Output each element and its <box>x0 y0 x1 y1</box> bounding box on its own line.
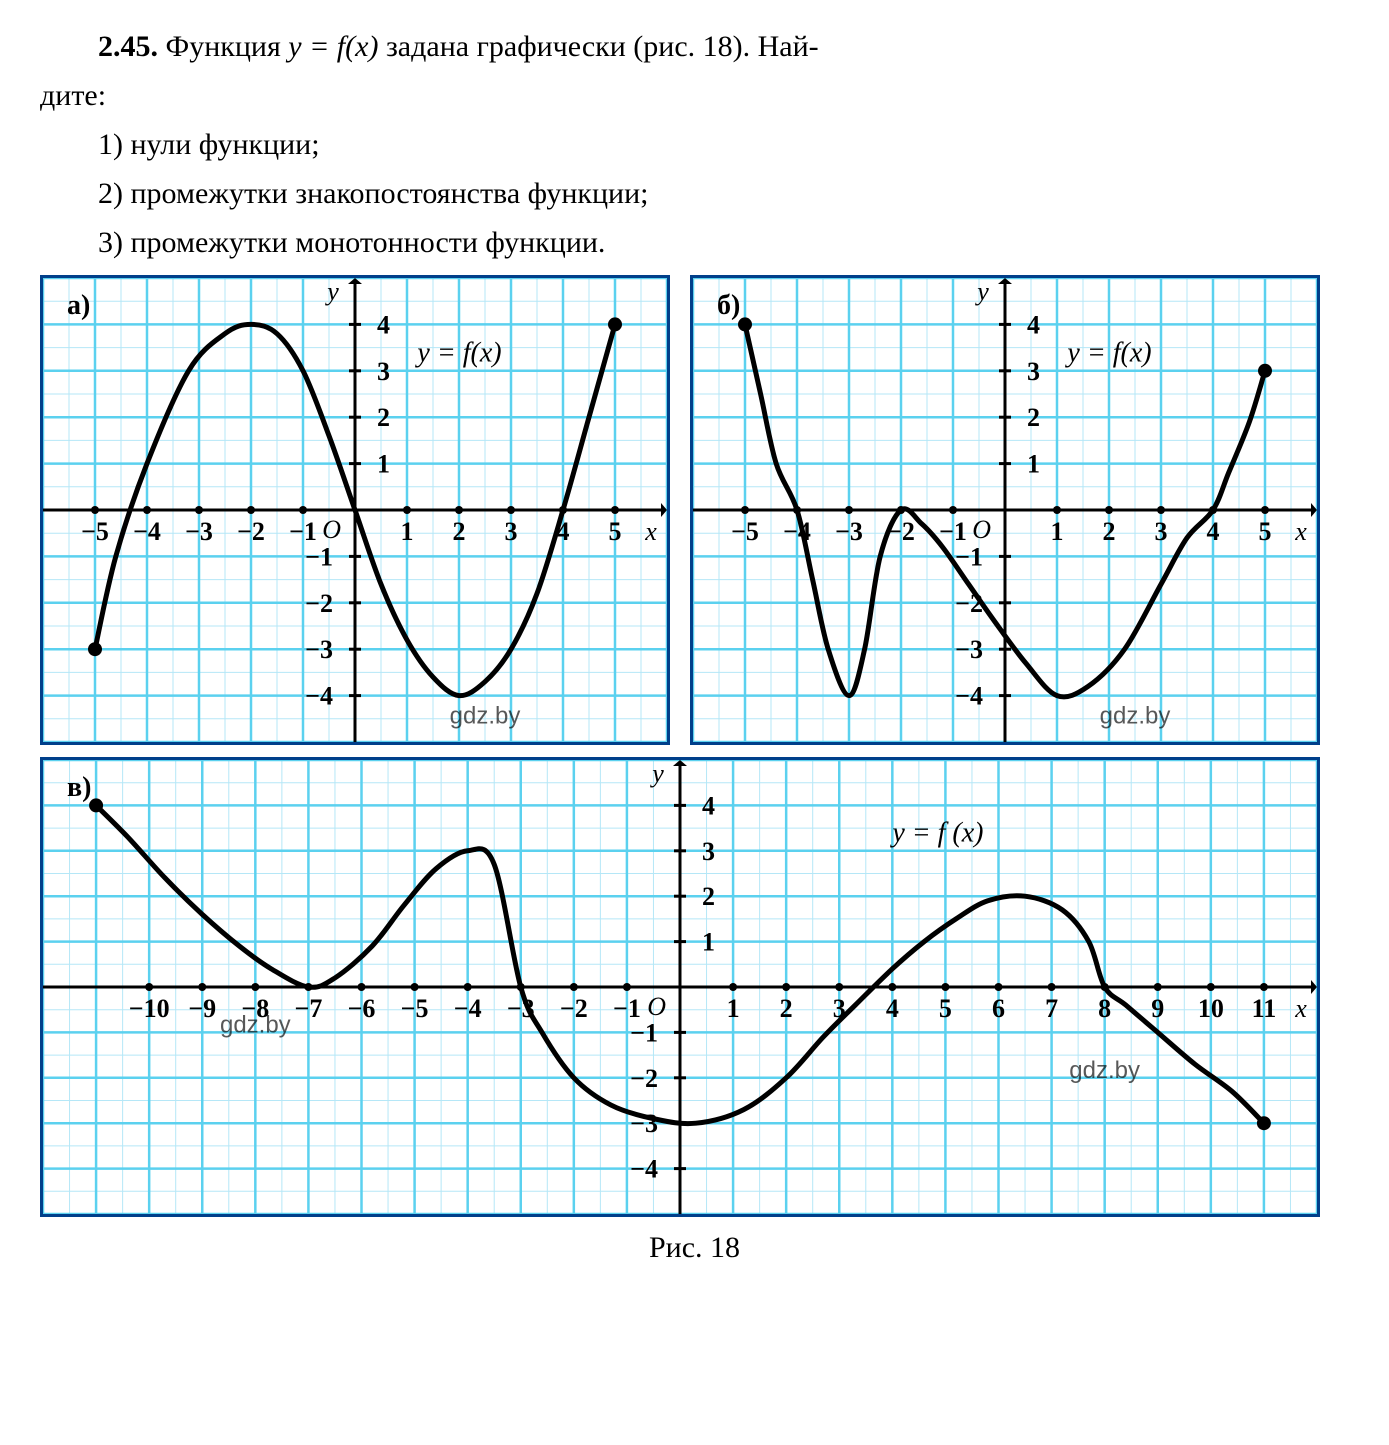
svg-text:4: 4 <box>1207 517 1220 546</box>
svg-text:2: 2 <box>780 994 793 1023</box>
svg-text:−7: −7 <box>295 994 323 1023</box>
svg-text:−5: −5 <box>401 994 429 1023</box>
svg-text:−2: −2 <box>237 517 265 546</box>
svg-text:y = f(x): y = f(x) <box>414 338 501 369</box>
svg-text:1: 1 <box>377 450 390 479</box>
svg-text:−2: −2 <box>560 994 588 1023</box>
svg-text:−1: −1 <box>630 1018 658 1047</box>
svg-text:5: 5 <box>609 517 622 546</box>
svg-text:1: 1 <box>702 928 715 957</box>
svg-text:11: 11 <box>1252 994 1277 1023</box>
svg-text:8: 8 <box>1098 994 1111 1023</box>
svg-text:3: 3 <box>702 837 715 866</box>
svg-text:−2: −2 <box>305 589 333 618</box>
svg-text:−3: −3 <box>305 635 333 664</box>
svg-text:y: y <box>324 278 339 306</box>
problem-lead-line1: 2.45. Функция y = f(x) задана графически… <box>40 24 1349 69</box>
svg-text:3: 3 <box>505 517 518 546</box>
svg-text:1: 1 <box>1027 450 1040 479</box>
svg-text:y: y <box>974 278 989 306</box>
svg-text:gdz.by: gdz.by <box>450 702 521 729</box>
svg-text:5: 5 <box>939 994 952 1023</box>
svg-text:−1: −1 <box>305 542 333 571</box>
svg-text:O: O <box>647 992 666 1021</box>
svg-text:−2: −2 <box>630 1064 658 1093</box>
svg-text:2: 2 <box>702 882 715 911</box>
problem-text: 2.45. Функция y = f(x) задана графически… <box>40 24 1349 265</box>
svg-text:y = f (x): y = f (x) <box>889 818 983 849</box>
problem-item-1: 1) нули функции; <box>40 122 1349 167</box>
svg-text:x: x <box>1294 994 1307 1023</box>
svg-text:3: 3 <box>1027 357 1040 386</box>
svg-text:2: 2 <box>453 517 466 546</box>
svg-text:3: 3 <box>1155 517 1168 546</box>
svg-text:10: 10 <box>1198 994 1224 1023</box>
chart-b: gdz.bygdz.by−5−4−3−2−112345−4−3−2−11234O… <box>690 275 1320 745</box>
svg-text:в): в) <box>67 772 91 803</box>
svg-text:−8: −8 <box>241 994 269 1023</box>
svg-text:−3: −3 <box>185 517 213 546</box>
svg-text:O: O <box>322 515 341 544</box>
svg-text:−9: −9 <box>188 994 216 1023</box>
svg-text:−4: −4 <box>955 682 983 711</box>
svg-text:а): а) <box>67 290 90 321</box>
chart-c: gdz.bygdz.bygdz.bygdz.by−10−9−8−7−6−5−4−… <box>40 757 1320 1217</box>
svg-text:−6: −6 <box>348 994 376 1023</box>
svg-text:4: 4 <box>377 310 390 339</box>
svg-text:−10: −10 <box>129 994 170 1023</box>
problem-number: 2.45. <box>98 30 158 63</box>
svg-text:y: y <box>649 760 664 788</box>
svg-text:−3: −3 <box>955 635 983 664</box>
svg-text:3: 3 <box>377 357 390 386</box>
svg-text:2: 2 <box>1027 403 1040 432</box>
svg-text:9: 9 <box>1151 994 1164 1023</box>
svg-text:−5: −5 <box>81 517 109 546</box>
svg-text:4: 4 <box>702 791 715 820</box>
problem-item-2: 2) промежутки знакопостоянства функции; <box>40 171 1349 216</box>
svg-text:1: 1 <box>727 994 740 1023</box>
svg-text:x: x <box>1294 517 1307 546</box>
problem-lead-1: Функция <box>166 30 289 63</box>
svg-text:4: 4 <box>1027 310 1040 339</box>
svg-text:gdz.by: gdz.by <box>1069 1057 1140 1084</box>
svg-text:б): б) <box>717 290 740 321</box>
svg-text:4: 4 <box>886 994 899 1023</box>
svg-text:x: x <box>644 517 657 546</box>
figure-caption: Рис. 18 <box>40 1231 1349 1265</box>
svg-text:2: 2 <box>1103 517 1116 546</box>
svg-text:5: 5 <box>1259 517 1272 546</box>
svg-text:O: O <box>972 515 991 544</box>
problem-lead-2: задана графически (рис. 18). Най- <box>386 30 819 63</box>
problem-func: y = f(x) <box>288 30 378 63</box>
svg-text:7: 7 <box>1045 994 1058 1023</box>
svg-text:−4: −4 <box>454 994 482 1023</box>
svg-text:−4: −4 <box>305 682 333 711</box>
svg-text:y = f(x): y = f(x) <box>1064 338 1151 369</box>
svg-text:1: 1 <box>1051 517 1064 546</box>
svg-text:−3: −3 <box>835 517 863 546</box>
problem-item-3: 3) промежутки монотонности функции. <box>40 220 1349 265</box>
svg-text:−4: −4 <box>630 1155 658 1184</box>
svg-text:1: 1 <box>401 517 414 546</box>
svg-text:−4: −4 <box>133 517 161 546</box>
problem-lead-line2: дите: <box>40 73 1349 118</box>
chart-a: gdz.bygdz.bygdz.by−5−4−3−2−112345−4−3−2−… <box>40 275 670 745</box>
svg-text:6: 6 <box>992 994 1005 1023</box>
svg-text:gdz.by: gdz.by <box>1100 702 1171 729</box>
svg-text:2: 2 <box>377 403 390 432</box>
svg-text:−5: −5 <box>731 517 759 546</box>
